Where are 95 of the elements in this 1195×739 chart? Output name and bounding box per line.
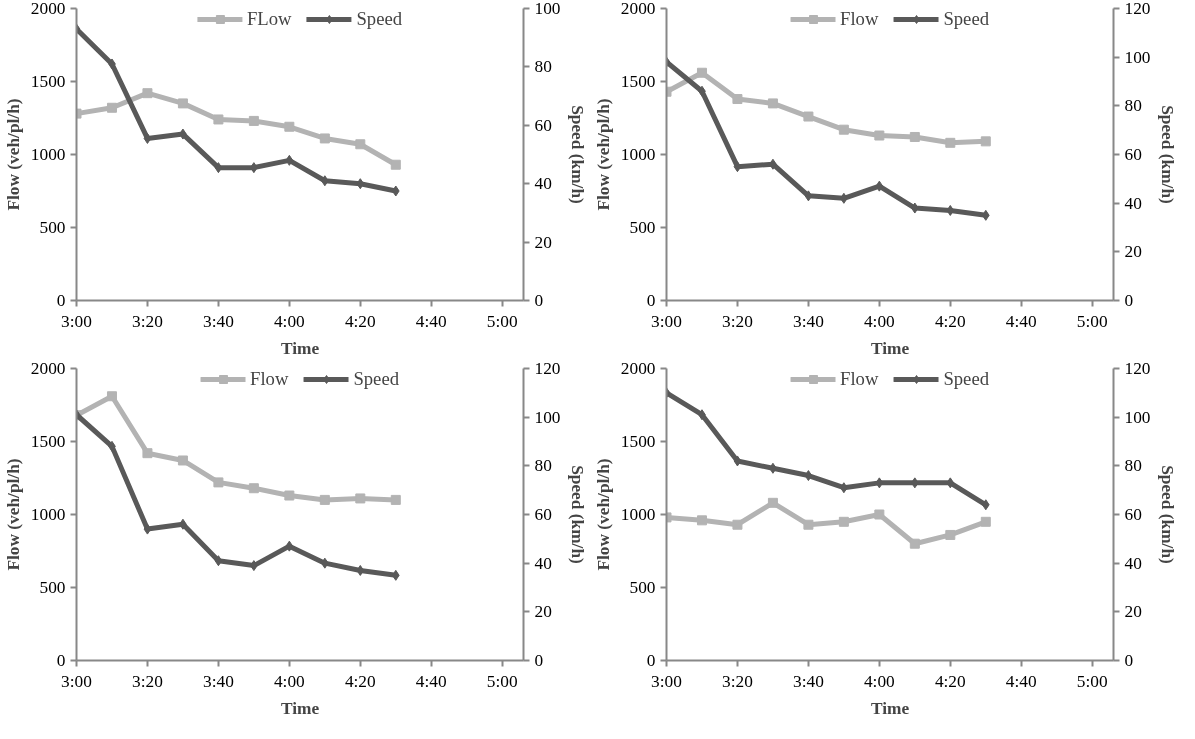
- x-tick-label: 3:40: [203, 311, 234, 331]
- legend-label: Speed: [356, 8, 403, 30]
- y-tick-label: 1000: [620, 145, 656, 164]
- y2-tick-label: 60: [534, 505, 552, 524]
- y-tick-label: 2000: [620, 359, 656, 378]
- legend-label: Flow: [840, 368, 879, 390]
- y-tick-label: 500: [629, 578, 656, 597]
- y-tick-label: 1500: [30, 432, 66, 451]
- y-tick-label: 1500: [620, 432, 656, 451]
- y2-tick-label: 60: [1124, 505, 1142, 524]
- y2-tick-label: 40: [534, 174, 552, 194]
- y-tick-label: 2000: [620, 0, 656, 18]
- x-tick-label: 3:40: [203, 671, 234, 691]
- x-tick-label: 5:00: [486, 311, 518, 331]
- y-tick-label: 1500: [30, 72, 66, 91]
- y2-tick-label: 40: [534, 553, 552, 573]
- y-tick-label: 1500: [620, 72, 656, 91]
- x-tick-label: 3:20: [722, 311, 753, 331]
- y2-tick-label: 20: [534, 232, 552, 252]
- x-axis-title: Time: [870, 338, 910, 358]
- y2-tick-label: 0: [534, 651, 544, 670]
- legend-label: Speed: [943, 8, 989, 30]
- y-tick-label: 1000: [30, 505, 66, 524]
- y2-tick-label: 80: [1124, 96, 1142, 116]
- x-tick-label: 4:20: [344, 671, 376, 691]
- legend-label: FLow: [246, 8, 292, 30]
- x-tick-label: 4:40: [1005, 671, 1037, 691]
- x-tick-label: 5:00: [486, 671, 518, 691]
- y2-tick-label: 80: [534, 456, 552, 476]
- y2-tick-label: 40: [1124, 553, 1142, 573]
- y-tick-label: 2000: [30, 0, 66, 18]
- y2-tick-label: 100: [534, 407, 561, 427]
- y2-axis-title: Speed (km/h): [568, 465, 588, 565]
- x-tick-label: 4:40: [415, 311, 447, 331]
- legend-label: Speed: [353, 368, 399, 390]
- x-tick-label: 4:00: [863, 671, 895, 691]
- x-tick-label: 3:00: [61, 311, 92, 331]
- y-tick-label: 500: [39, 578, 66, 597]
- y-axis-title: Flow (veh/pl/h): [3, 458, 23, 571]
- legend-label: Speed: [943, 368, 989, 390]
- y2-tick-label: 60: [534, 115, 552, 135]
- x-axis-title: Time: [280, 338, 320, 358]
- y2-tick-label: 100: [534, 0, 561, 18]
- x-tick-label: 4:20: [934, 311, 966, 331]
- x-tick-label: 3:40: [793, 311, 824, 331]
- y-tick-label: 1000: [30, 145, 66, 164]
- x-tick-label: 3:20: [132, 311, 163, 331]
- y-tick-label: 0: [56, 651, 66, 670]
- legend-label: Flow: [840, 8, 879, 30]
- y2-axis-title: Speed (km/h): [1158, 465, 1178, 565]
- y2-tick-label: 80: [1124, 456, 1142, 476]
- y2-tick-label: 0: [1124, 291, 1134, 310]
- x-tick-label: 3:00: [651, 311, 682, 331]
- y2-tick-label: 120: [1124, 0, 1151, 18]
- y2-tick-label: 20: [534, 602, 552, 622]
- x-tick-label: 4:20: [934, 671, 966, 691]
- y-tick-label: 0: [646, 651, 656, 670]
- x-tick-label: 3:20: [722, 671, 753, 691]
- y2-tick-label: 0: [1124, 651, 1134, 670]
- x-tick-label: 4:20: [344, 311, 376, 331]
- y-axis-title: Flow (veh/pl/h): [593, 458, 613, 571]
- legend-label: Flow: [250, 368, 289, 390]
- y2-axis-title: Speed (km/h): [568, 105, 588, 205]
- y-tick-label: 2000: [30, 359, 66, 378]
- x-tick-label: 4:00: [863, 311, 895, 331]
- y-tick-label: 500: [629, 218, 656, 237]
- y-tick-label: 1000: [620, 505, 656, 524]
- y-axis-title: Flow (veh/pl/h): [593, 98, 613, 211]
- y2-tick-label: 80: [534, 57, 552, 77]
- x-axis-title: Time: [280, 698, 320, 718]
- y-axis-title: Flow (veh/pl/h): [3, 98, 23, 211]
- y2-axis-title: Speed (km/h): [1158, 105, 1178, 205]
- y-tick-label: 500: [39, 218, 66, 237]
- x-tick-label: 3:00: [61, 671, 92, 691]
- x-tick-label: 4:40: [415, 671, 447, 691]
- y2-tick-label: 120: [534, 359, 561, 378]
- x-tick-label: 4:00: [273, 671, 305, 691]
- x-tick-label: 3:40: [793, 671, 824, 691]
- y2-tick-label: 20: [1124, 242, 1142, 262]
- x-tick-label: 3:20: [132, 671, 163, 691]
- y2-tick-label: 100: [1124, 47, 1151, 67]
- x-tick-label: 3:00: [651, 671, 682, 691]
- y2-tick-label: 100: [1124, 407, 1151, 427]
- x-tick-label: 4:00: [273, 311, 305, 331]
- y-tick-label: 0: [646, 291, 656, 310]
- y-tick-label: 0: [56, 291, 66, 310]
- y2-tick-label: 60: [1124, 145, 1142, 164]
- x-axis-title: Time: [870, 698, 910, 718]
- x-tick-label: 4:40: [1005, 311, 1037, 331]
- y2-tick-label: 20: [1124, 602, 1142, 622]
- y2-tick-label: 0: [534, 291, 544, 310]
- y2-tick-label: 120: [1124, 359, 1151, 378]
- y2-tick-label: 40: [1124, 193, 1142, 213]
- x-tick-label: 5:00: [1076, 671, 1108, 691]
- x-tick-label: 5:00: [1076, 311, 1108, 331]
